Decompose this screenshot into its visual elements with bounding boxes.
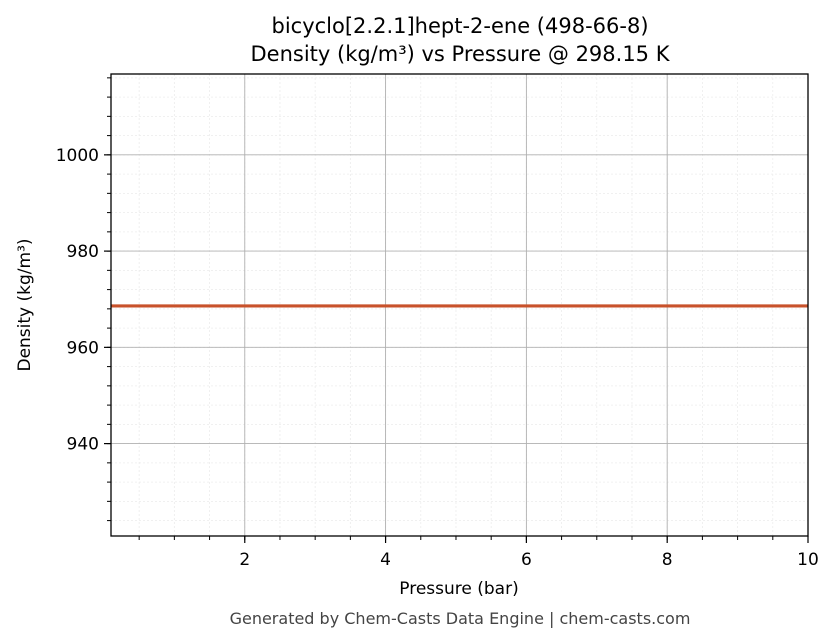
y-tick-label: 940: [67, 435, 99, 455]
x-tick-label: 6: [521, 550, 532, 570]
footer-credit: Generated by Chem-Casts Data Engine | ch…: [230, 609, 691, 628]
chart-title-line2: Density (kg/m³) vs Pressure @ 298.15 K: [250, 42, 670, 66]
x-tick-label: 4: [380, 550, 391, 570]
x-axis-label: Pressure (bar): [399, 579, 518, 599]
ticks-layer: 2 4 6 8 10 940 960 980 1000: [56, 77, 819, 570]
y-axis-label: Density (kg/m³): [15, 238, 35, 371]
plot-frame: [110, 73, 809, 537]
x-tick-label: 10: [797, 550, 819, 570]
y-tick-label: 960: [67, 338, 99, 358]
y-tick-label: 980: [67, 242, 99, 262]
y-tick-label: 1000: [56, 146, 99, 166]
x-tick-label: 2: [239, 550, 250, 570]
x-tick-label: 8: [662, 550, 673, 570]
chart-title-line1: bicyclo[2.2.1]hept-2-ene (498-66-8): [271, 14, 648, 38]
